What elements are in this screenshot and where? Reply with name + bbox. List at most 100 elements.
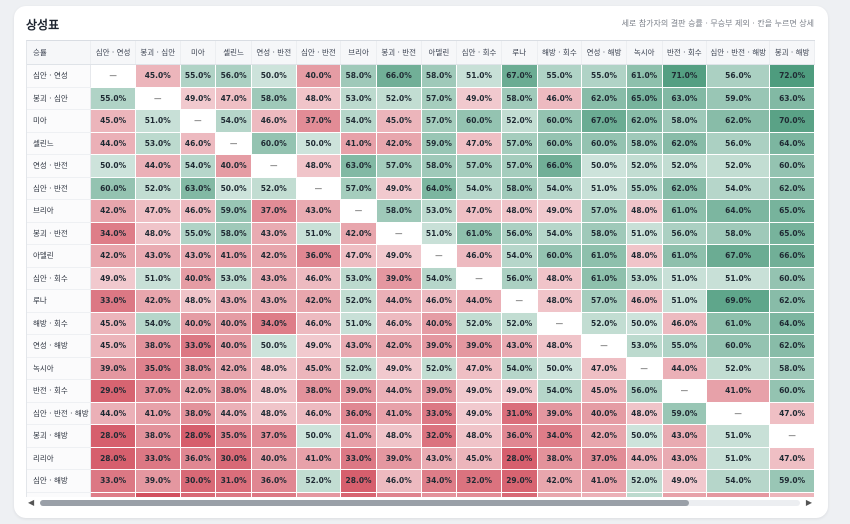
matchup-cell[interactable]: 60.0% — [769, 154, 815, 178]
matchup-cell[interactable]: 49.0% — [90, 267, 136, 290]
matchup-cell[interactable]: 39.0% — [135, 469, 181, 493]
matchup-cell[interactable]: 48.0% — [376, 424, 422, 448]
matchup-cell[interactable]: 60.0% — [581, 132, 627, 155]
matchup-cell[interactable]: 54.0% — [501, 244, 538, 268]
matchup-cell[interactable]: 56.0% — [501, 222, 538, 245]
matchup-cell[interactable]: 44.0% — [662, 357, 708, 380]
matchup-cell[interactable]: 58.0% — [581, 222, 627, 245]
matchup-cell[interactable]: 46.0% — [376, 469, 422, 493]
matchup-cell[interactable]: 45.0% — [769, 492, 815, 497]
matchup-cell[interactable]: 58.0% — [215, 222, 252, 245]
matchup-cell[interactable]: 49.0% — [180, 87, 217, 110]
matchup-cell[interactable]: 52.0% — [501, 109, 538, 133]
matchup-cell[interactable]: 61.0% — [581, 244, 627, 268]
matchup-cell[interactable]: 42.0% — [581, 424, 627, 448]
matchup-cell[interactable]: 46.0% — [421, 289, 458, 313]
column-header[interactable]: 미아 — [180, 41, 217, 65]
matchup-cell[interactable]: 44.0% — [215, 402, 252, 425]
matchup-cell[interactable]: 36.0% — [251, 469, 297, 493]
matchup-cell[interactable]: 49.0% — [376, 177, 422, 200]
matchup-cell[interactable]: 30.0% — [180, 469, 217, 493]
matchup-cell[interactable]: 43.0% — [215, 289, 252, 313]
matchup-cell[interactable]: 28.0% — [90, 447, 136, 470]
matchup-cell[interactable]: 45.0% — [581, 379, 627, 403]
matchup-cell[interactable]: 50.0% — [251, 64, 297, 88]
matchup-cell[interactable]: 71.0% — [662, 64, 708, 88]
row-header[interactable]: 봉괴 · 해방 — [27, 424, 92, 448]
matchup-cell[interactable]: 66.0% — [376, 64, 422, 88]
matchup-cell[interactable]: 54.0% — [501, 357, 538, 380]
matchup-cell[interactable]: 33.0% — [251, 492, 297, 497]
matchup-cell[interactable]: 49.0% — [296, 334, 342, 358]
matchup-cell[interactable]: 57.0% — [581, 289, 627, 313]
matchup-cell[interactable]: 58.0% — [421, 64, 458, 88]
matchup-cell[interactable]: 33.0% — [90, 469, 136, 493]
matchup-cell[interactable]: 39.0% — [421, 334, 458, 358]
matchup-cell[interactable]: 58.0% — [340, 64, 377, 88]
self-matchup-cell[interactable]: — — [90, 64, 136, 88]
row-header[interactable]: 심안 · 회수 — [27, 267, 92, 290]
column-header[interactable]: 해방 · 회수 — [537, 41, 583, 65]
column-header[interactable]: 셀린느 — [215, 41, 252, 65]
matchup-cell[interactable]: 46.0% — [296, 402, 342, 425]
matchup-cell[interactable]: 51.0% — [662, 267, 708, 290]
matchup-cell[interactable]: 62.0% — [769, 289, 815, 313]
matchup-cell[interactable]: 59.0% — [662, 402, 708, 425]
matchup-cell[interactable]: 64.0% — [706, 199, 771, 223]
matchup-cell[interactable]: 48.0% — [251, 357, 297, 380]
matchup-cell[interactable]: 40.0% — [215, 154, 252, 178]
matchup-cell[interactable]: 39.0% — [456, 334, 502, 358]
matchup-cell[interactable]: 62.0% — [662, 177, 708, 200]
matchup-cell[interactable]: 52.0% — [626, 154, 663, 178]
matchup-cell[interactable]: 58.0% — [421, 154, 458, 178]
column-header[interactable]: 연성 · 반전 — [251, 41, 297, 65]
matchup-cell[interactable]: 39.0% — [340, 379, 377, 403]
matchup-cell[interactable]: 54.0% — [456, 177, 502, 200]
matchup-cell[interactable]: 52.0% — [376, 87, 422, 110]
matchup-cell[interactable]: 45.0% — [456, 447, 502, 470]
matchup-cell[interactable]: 45.0% — [90, 334, 136, 358]
matchup-cell[interactable]: 64.0% — [769, 132, 815, 155]
matchup-cell[interactable]: 49.0% — [376, 357, 422, 380]
matchup-cell[interactable]: 50.0% — [581, 154, 627, 178]
matchup-cell[interactable]: 38.0% — [180, 402, 217, 425]
matchup-cell[interactable]: 53.0% — [626, 334, 663, 358]
matchup-cell[interactable]: 56.0% — [662, 222, 708, 245]
matchup-cell[interactable]: 40.0% — [251, 447, 297, 470]
matchup-cell[interactable]: 62.0% — [626, 109, 663, 133]
matchup-cell[interactable]: 42.0% — [537, 492, 583, 497]
matchup-cell[interactable]: 55.0% — [180, 222, 217, 245]
matchup-cell[interactable]: 42.0% — [180, 379, 217, 403]
matchup-cell[interactable]: 44.0% — [376, 379, 422, 403]
matchup-cell[interactable]: 48.0% — [251, 402, 297, 425]
matchup-cell[interactable]: 51.0% — [135, 109, 181, 133]
row-header[interactable]: 미아 — [27, 109, 92, 133]
matchup-cell[interactable]: 43.0% — [662, 424, 708, 448]
matchup-cell[interactable]: 36.0% — [296, 244, 342, 268]
matchup-cell[interactable]: 43.0% — [135, 244, 181, 268]
matchup-cell[interactable]: 38.0% — [215, 379, 252, 403]
matchup-cell[interactable]: 43.0% — [340, 334, 377, 358]
matchup-cell[interactable]: 47.0% — [456, 357, 502, 380]
matchup-cell[interactable]: 39.0% — [296, 492, 342, 497]
column-header[interactable]: 루나 — [501, 41, 538, 65]
row-header[interactable]: 브리아 — [27, 199, 92, 223]
row-header[interactable]: 셀린느 — [27, 132, 92, 155]
matchup-cell[interactable]: 55.0% — [537, 64, 583, 88]
row-header[interactable]: 심안 · 반전 — [27, 177, 92, 200]
matchup-cell[interactable]: 49.0% — [456, 402, 502, 425]
matchup-cell[interactable]: 62.0% — [662, 132, 708, 155]
matchup-cell[interactable]: 33.0% — [215, 492, 252, 497]
matchup-cell[interactable]: 55.0% — [180, 64, 217, 88]
self-matchup-cell[interactable]: — — [706, 402, 771, 425]
column-header[interactable]: 심안 · 회수 — [456, 41, 502, 65]
matchup-cell[interactable]: 43.0% — [421, 447, 458, 470]
matchup-cell[interactable]: 47.0% — [456, 199, 502, 223]
matchup-cell[interactable]: 60.0% — [769, 267, 815, 290]
matchup-cell[interactable]: 50.0% — [626, 312, 663, 335]
matchup-cell[interactable]: 52.0% — [706, 357, 771, 380]
matchup-cell[interactable]: 49.0% — [456, 379, 502, 403]
matchup-cell[interactable]: 48.0% — [501, 199, 538, 223]
row-header[interactable]: 루나 — [27, 289, 92, 313]
row-header[interactable]: 연성 · 반전 — [27, 154, 92, 178]
